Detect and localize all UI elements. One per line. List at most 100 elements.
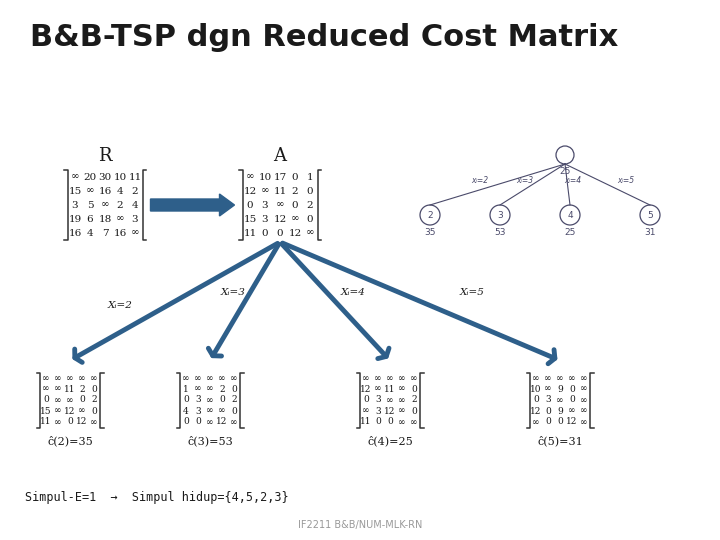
Text: ĉ(5)=31: ĉ(5)=31 (537, 435, 583, 446)
Text: 0: 0 (219, 395, 225, 404)
FancyArrow shape (150, 194, 235, 216)
Text: 5: 5 (647, 211, 653, 219)
Text: ∞: ∞ (86, 186, 94, 195)
Text: ∞: ∞ (362, 407, 370, 415)
Text: ∞: ∞ (194, 374, 202, 382)
Text: 0: 0 (276, 228, 283, 238)
Text: 0: 0 (261, 228, 269, 238)
Text: 12: 12 (216, 417, 228, 427)
Text: 10: 10 (530, 384, 541, 394)
Text: 3: 3 (545, 395, 551, 404)
Text: 3: 3 (195, 407, 201, 415)
Text: ∞: ∞ (54, 395, 62, 404)
Text: 0: 0 (533, 395, 539, 404)
Text: 19: 19 (68, 214, 81, 224)
Text: 25: 25 (564, 228, 576, 237)
Text: 11: 11 (64, 384, 76, 394)
Text: 0: 0 (67, 417, 73, 427)
Text: 35: 35 (424, 228, 436, 237)
Text: ∞: ∞ (568, 407, 576, 415)
Text: 0: 0 (569, 384, 575, 394)
Text: 11: 11 (40, 417, 52, 427)
Text: 0: 0 (231, 384, 237, 394)
Text: ∞: ∞ (78, 374, 86, 382)
Text: ∞: ∞ (386, 374, 394, 382)
Text: ∞: ∞ (182, 374, 190, 382)
Text: 31: 31 (644, 228, 656, 237)
Text: xᵢ=3: xᵢ=3 (516, 176, 533, 185)
Text: ∞: ∞ (206, 374, 214, 382)
Text: 4: 4 (183, 407, 189, 415)
Text: 12: 12 (384, 407, 396, 415)
Text: 0: 0 (292, 172, 298, 181)
Text: 16: 16 (99, 186, 112, 195)
Text: R: R (98, 147, 112, 165)
Text: 3: 3 (261, 214, 269, 224)
Text: 0: 0 (43, 395, 49, 404)
Text: 0: 0 (91, 407, 97, 415)
Text: 16: 16 (68, 228, 81, 238)
Text: ∞: ∞ (131, 228, 139, 238)
Text: 4: 4 (117, 186, 123, 195)
Text: ∞: ∞ (374, 374, 382, 382)
Text: ĉ(4)=25: ĉ(4)=25 (367, 435, 413, 446)
Text: 0: 0 (183, 395, 189, 404)
Text: ∞: ∞ (206, 407, 214, 415)
Text: 0: 0 (545, 417, 551, 427)
Text: 0: 0 (363, 395, 369, 404)
Text: 2: 2 (307, 200, 313, 210)
Text: ∞: ∞ (246, 172, 254, 181)
Text: 3: 3 (72, 200, 78, 210)
Text: 12: 12 (360, 384, 372, 394)
Text: A: A (274, 147, 287, 165)
Text: 10: 10 (258, 172, 271, 181)
Text: 0: 0 (375, 417, 381, 427)
Text: ∞: ∞ (78, 407, 86, 415)
Text: 0: 0 (387, 417, 393, 427)
Text: 0: 0 (411, 407, 417, 415)
Text: ∞: ∞ (230, 374, 238, 382)
Text: Simpul-E=1  →  Simpul hidup={4,5,2,3}: Simpul-E=1 → Simpul hidup={4,5,2,3} (25, 490, 289, 503)
Text: 0: 0 (411, 384, 417, 394)
Text: 0: 0 (91, 384, 97, 394)
Text: ∞: ∞ (362, 374, 370, 382)
Text: 2: 2 (427, 211, 433, 219)
Text: 3: 3 (132, 214, 138, 224)
Text: ∞: ∞ (101, 200, 109, 210)
Text: ∞: ∞ (532, 417, 540, 427)
Text: ∞: ∞ (116, 214, 125, 224)
Text: ∞: ∞ (398, 395, 406, 404)
Text: 0: 0 (292, 200, 298, 210)
Text: ∞: ∞ (544, 374, 552, 382)
Text: ∞: ∞ (306, 228, 315, 238)
Text: ∞: ∞ (54, 407, 62, 415)
Text: ∞: ∞ (66, 374, 73, 382)
Text: ∞: ∞ (410, 374, 418, 382)
Text: ∞: ∞ (54, 417, 62, 427)
Text: ĉ(2)=35: ĉ(2)=35 (47, 435, 93, 446)
Text: ∞: ∞ (580, 374, 588, 382)
Text: 2: 2 (132, 186, 138, 195)
Text: ∞: ∞ (66, 395, 73, 404)
Text: ∞: ∞ (194, 384, 202, 394)
Text: 11: 11 (243, 228, 256, 238)
Text: ∞: ∞ (42, 384, 50, 394)
Text: 0: 0 (231, 407, 237, 415)
Text: 1: 1 (307, 172, 313, 181)
Text: 3: 3 (375, 407, 381, 415)
Text: 3: 3 (195, 395, 201, 404)
Text: 30: 30 (99, 172, 112, 181)
Text: 0: 0 (307, 214, 313, 224)
Text: 1: 1 (183, 384, 189, 394)
Text: 4: 4 (567, 211, 573, 219)
Text: 0: 0 (247, 200, 253, 210)
Text: 11: 11 (360, 417, 372, 427)
Text: 0: 0 (545, 407, 551, 415)
Text: 12: 12 (76, 417, 88, 427)
Text: 12: 12 (64, 407, 76, 415)
Text: ∞: ∞ (230, 417, 238, 427)
Text: 0: 0 (79, 395, 85, 404)
Text: 7: 7 (102, 228, 108, 238)
Text: 0: 0 (557, 417, 563, 427)
Text: ∞: ∞ (42, 374, 50, 382)
